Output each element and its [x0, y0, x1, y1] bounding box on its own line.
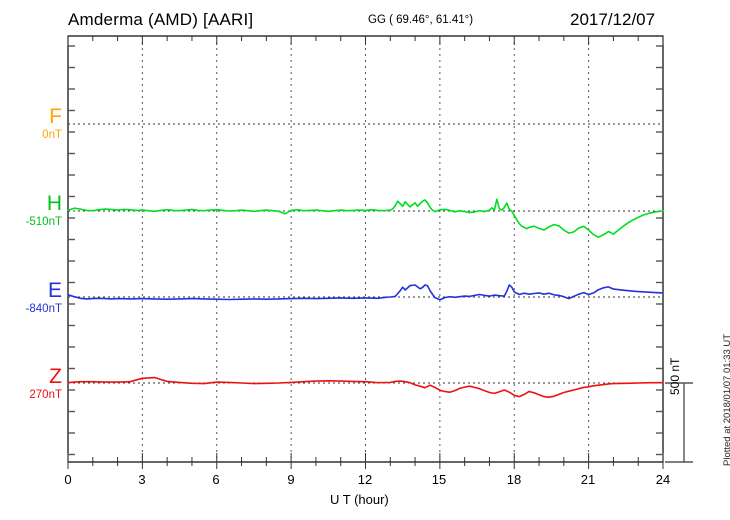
component-label-e: E -840nT [0, 279, 62, 315]
component-baseline-z: 270nT [29, 389, 62, 401]
component-name-z: Z [49, 365, 62, 388]
trace-e [67, 284, 664, 301]
trace-h [67, 198, 664, 238]
scale-bar-label: 500 nT [668, 357, 682, 395]
xtick-label: 24 [655, 472, 671, 487]
component-baseline-e: -840nT [25, 303, 62, 315]
geographic-coordinates: GG ( 69.46°, 61.41°) [368, 14, 474, 26]
xtick-label: 12 [357, 472, 373, 487]
component-baseline-h: -510nT [25, 216, 62, 228]
xtick-label: 9 [287, 472, 295, 487]
xtick-label: 3 [138, 472, 146, 487]
component-name-f: F [49, 105, 62, 128]
component-name-h: H [46, 192, 62, 215]
page-title: Amderma (AMD) [AARI] [68, 10, 254, 29]
component-label-f: F 0nT [0, 105, 62, 141]
component-baseline-f: 0nT [42, 129, 62, 141]
observation-date: 2017/12/07 [570, 10, 656, 29]
plotted-timestamp: Plotted at 2018/01/07 01:33 UT [722, 333, 730, 466]
xtick-label: 15 [431, 472, 447, 487]
xtick-label: 6 [212, 472, 220, 487]
component-name-e: E [47, 279, 62, 302]
component-label-h: H -510nT [0, 192, 62, 228]
trace-z [67, 376, 664, 398]
plot-frame [67, 35, 664, 463]
xtick-label: 0 [64, 472, 72, 487]
xtick-label: 18 [506, 472, 522, 487]
xtick-label: 21 [580, 472, 596, 487]
component-label-z: Z 270nT [0, 365, 62, 401]
x-axis-label: U T (hour) [330, 492, 389, 507]
